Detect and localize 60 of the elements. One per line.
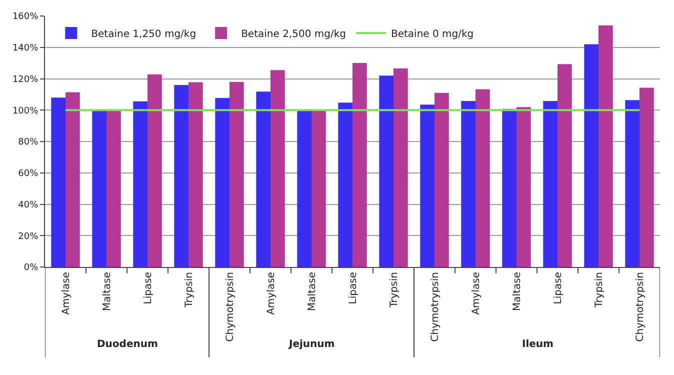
- x-tick-label: Lipase: [552, 272, 564, 304]
- y-tick-label: 140%: [12, 44, 39, 54]
- bar: [420, 104, 434, 267]
- x-tick-label: Amylase: [266, 272, 277, 315]
- text: Duodenum: [97, 339, 158, 350]
- y-tick-label: 0%: [24, 263, 39, 274]
- y-tick-label: 160%: [12, 12, 39, 22]
- x-tick-label: Maltase: [306, 272, 318, 311]
- bar: [230, 82, 244, 267]
- bar: [598, 25, 613, 267]
- x-tick-label: Amylase: [60, 272, 72, 315]
- bar: [476, 89, 490, 267]
- y-tick-label: 40%: [18, 200, 39, 210]
- bar: [66, 92, 80, 267]
- y-tick-label: 80%: [18, 138, 39, 148]
- bar: [625, 100, 640, 267]
- bar: [133, 101, 148, 267]
- x-tick-label: Maltase: [512, 272, 523, 311]
- y-tick-label: 20%: [18, 232, 39, 242]
- text: Jejunum: [288, 339, 335, 350]
- bar: [174, 85, 188, 267]
- bar: [188, 82, 203, 267]
- x-tick-label: Trypsin: [388, 272, 400, 308]
- y-tick-label: 100%: [12, 106, 39, 116]
- legend-label: Betaine 1,250 mg/kg: [91, 28, 196, 40]
- x-tick-label: Chymotrypsin: [224, 272, 236, 342]
- bar: [148, 74, 162, 267]
- x-tick-label: Chymotrypsin: [430, 272, 441, 342]
- bar: [256, 92, 270, 267]
- y-tick-label: 120%: [12, 74, 39, 85]
- bar: [338, 102, 352, 267]
- bar: [51, 98, 66, 267]
- legend-label: Betaine 2,500 mg/kg: [241, 28, 346, 40]
- x-tick-label: Trypsin: [594, 272, 605, 308]
- bar: [543, 101, 558, 267]
- bar: [312, 110, 326, 267]
- bar: [394, 68, 408, 267]
- bar: [106, 110, 121, 267]
- bar: [92, 110, 106, 267]
- bar: [461, 101, 476, 267]
- bar: [502, 108, 516, 267]
- bar: [558, 64, 572, 267]
- x-tick-label: Chymotrypsin: [634, 272, 646, 342]
- x-tick-label: Maltase: [102, 272, 113, 311]
- text: Ileum: [522, 339, 554, 350]
- x-tick-label: Trypsin: [184, 272, 195, 308]
- bar: [640, 88, 654, 267]
- bar: [379, 76, 394, 267]
- bar: [215, 98, 230, 267]
- x-tick-label: Lipase: [348, 272, 359, 304]
- y-tick-label: 60%: [18, 169, 39, 180]
- legend-label: Betaine 0 mg/kg: [390, 28, 474, 40]
- bar: [297, 110, 312, 267]
- x-tick-label: Amylase: [470, 272, 482, 315]
- x-tick-label: Lipase: [142, 272, 154, 304]
- bar: [584, 44, 598, 267]
- bar: [270, 70, 285, 267]
- bar: [516, 107, 531, 267]
- bar: [352, 63, 367, 267]
- bar: [434, 92, 449, 267]
